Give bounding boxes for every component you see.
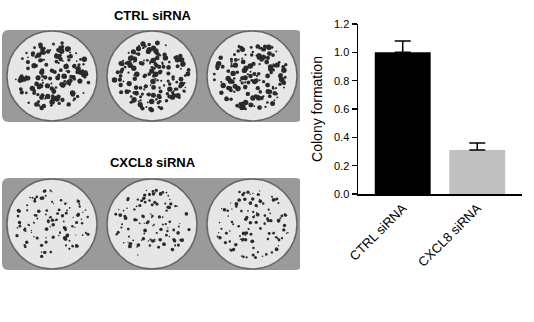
svg-text:0.2: 0.2 — [334, 160, 349, 172]
svg-text:0.4: 0.4 — [334, 131, 349, 143]
svg-text:0.0: 0.0 — [334, 188, 349, 200]
svg-text:CTRL siRNA: CTRL siRNA — [347, 200, 410, 263]
svg-text:CXCL8 siRNA: CXCL8 siRNA — [415, 200, 484, 269]
svg-text:0.6: 0.6 — [334, 103, 349, 115]
svg-text:Colony formation: Colony formation — [309, 56, 325, 162]
html-text:CXCL8 siRNA: CXCL8 siRNA — [109, 155, 196, 170]
svg-text:0.8: 0.8 — [334, 75, 349, 87]
html-text:CTRL siRNA: CTRL siRNA — [114, 8, 191, 23]
svg-text:1.2: 1.2 — [334, 18, 349, 30]
svg-text:1.0: 1.0 — [334, 46, 349, 58]
